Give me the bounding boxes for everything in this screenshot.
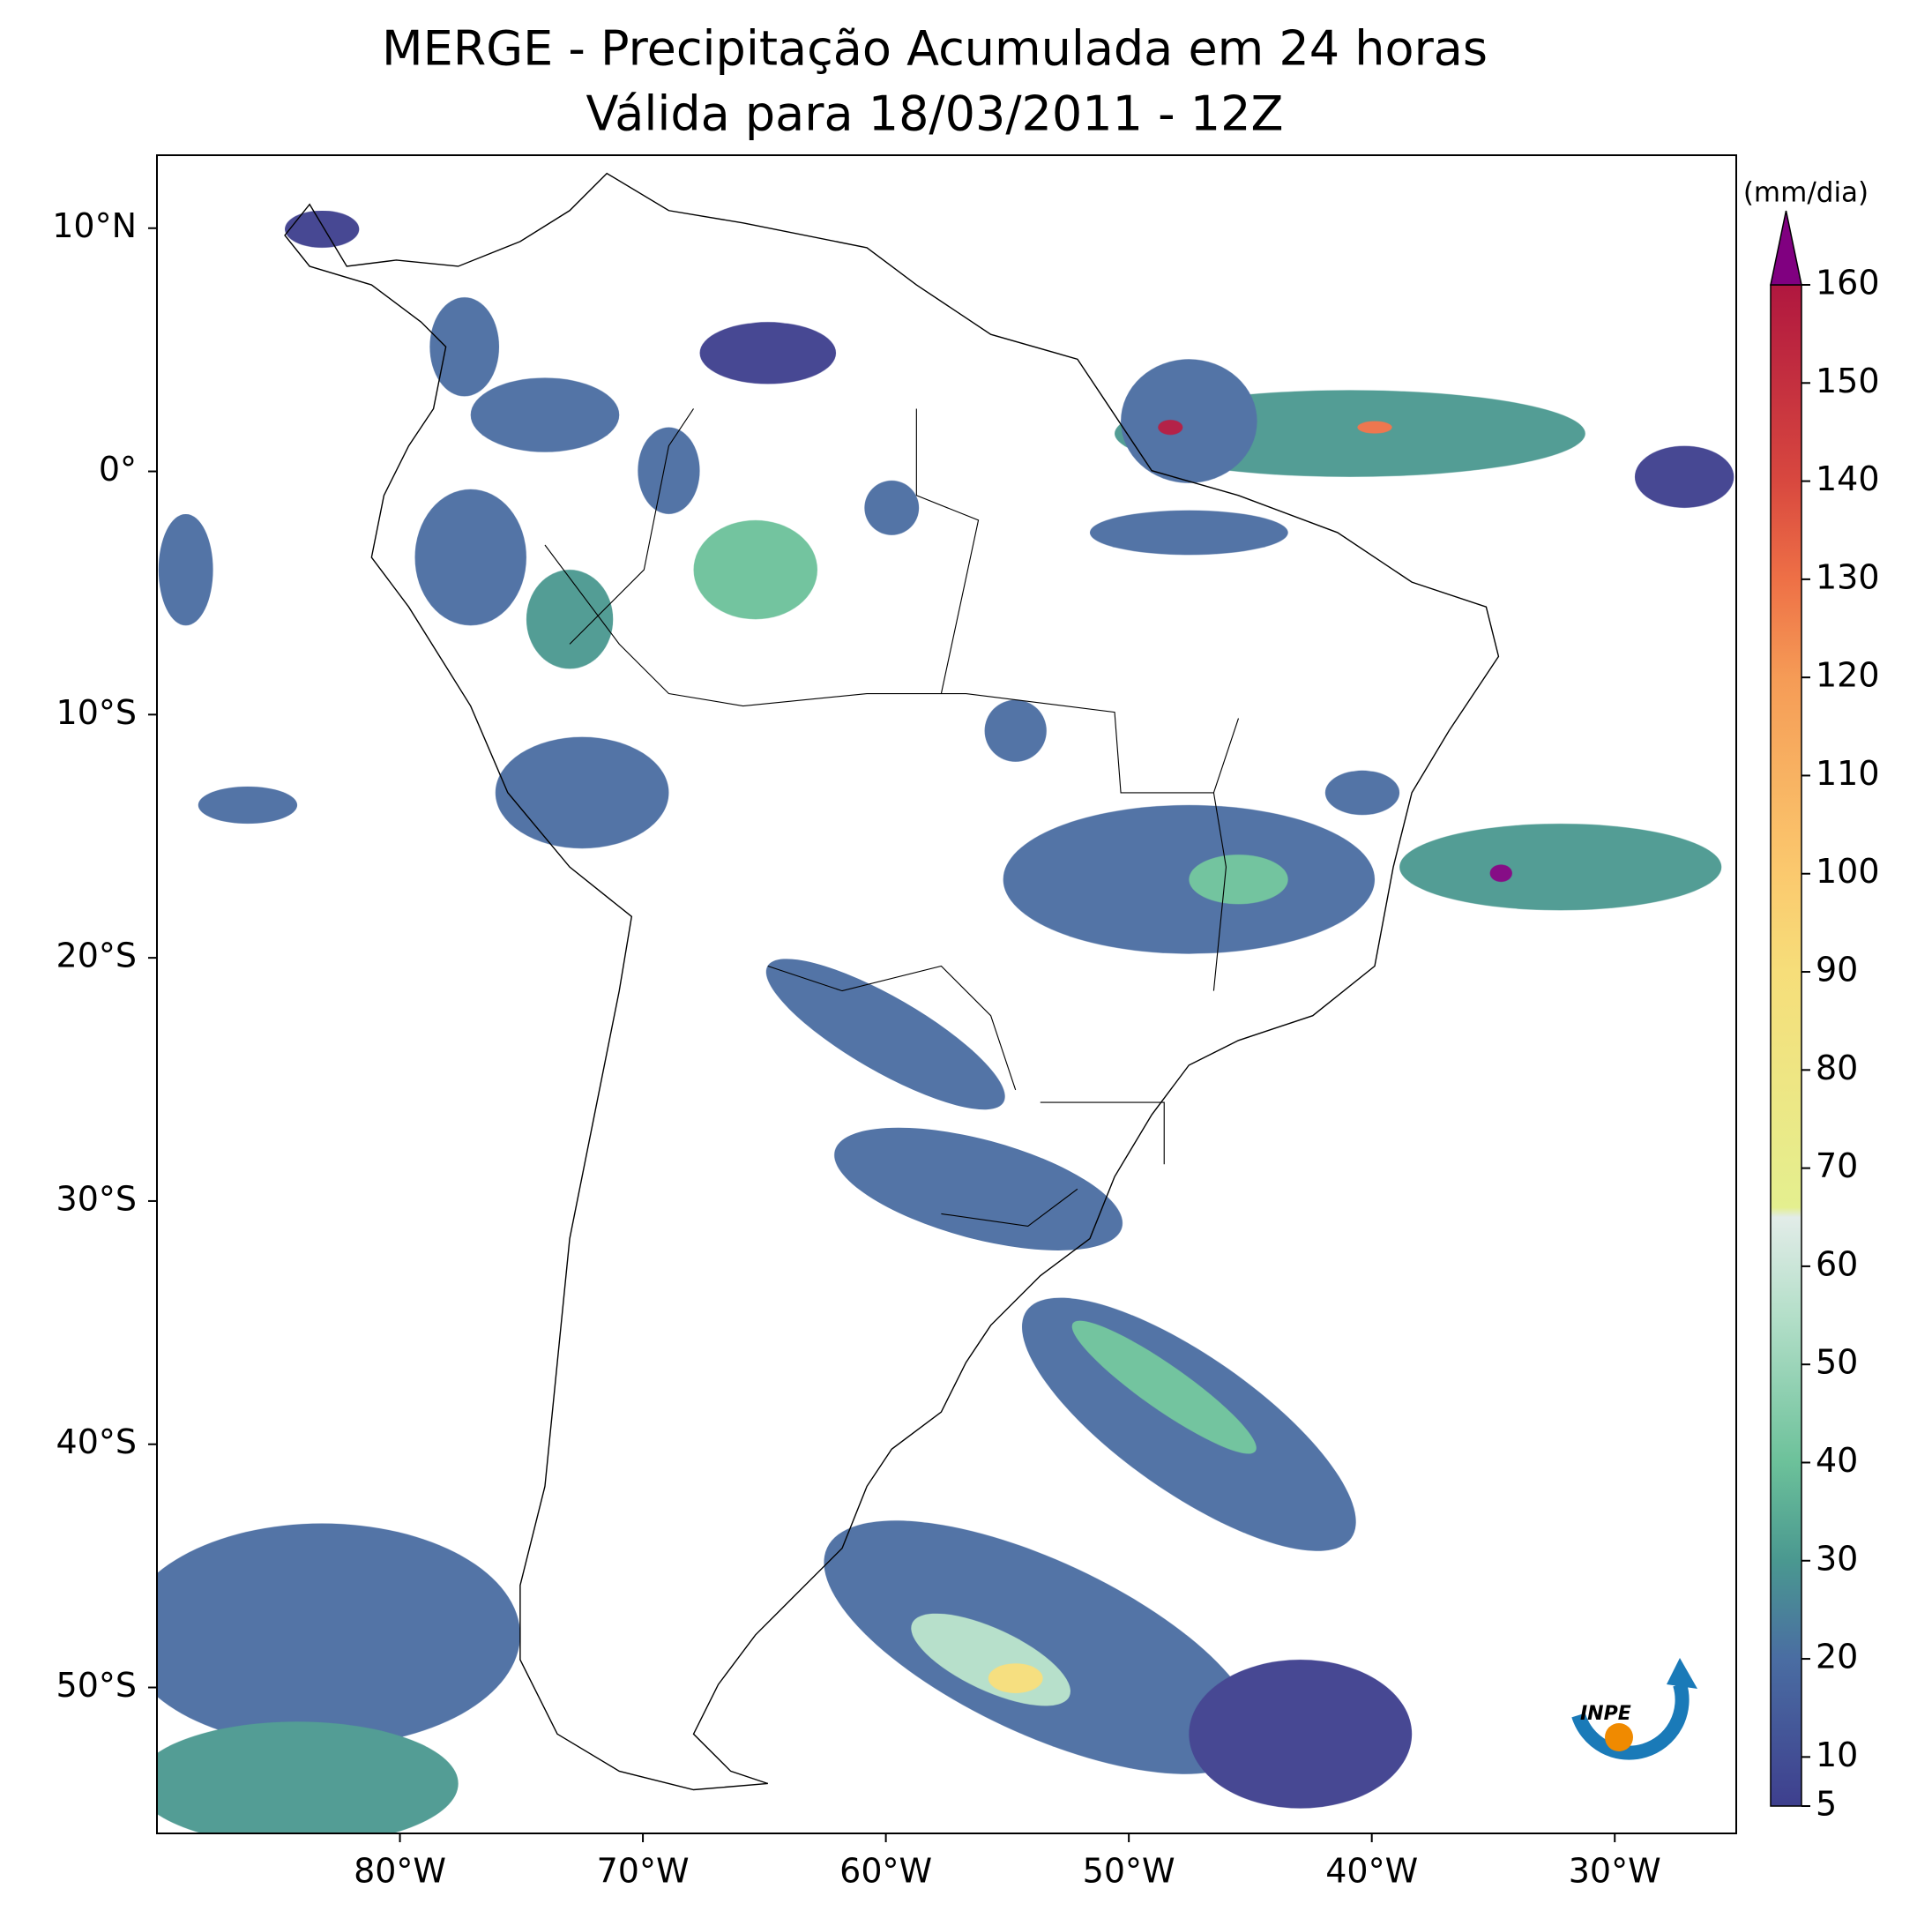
y-tick-label: 10°N <box>52 206 137 245</box>
map-frame <box>156 154 1737 1834</box>
map-area <box>157 155 1736 1833</box>
x-tick-label: 70°W <box>597 1852 690 1891</box>
logo: INPE <box>1571 1658 1697 1760</box>
rain-area <box>834 1127 1123 1250</box>
rain-area <box>864 480 920 535</box>
rain-area <box>526 570 614 669</box>
rain-area <box>198 786 298 824</box>
rain-area <box>988 1663 1043 1693</box>
rain-area <box>699 322 837 384</box>
rain-area <box>984 699 1047 762</box>
coastline <box>284 172 1500 1791</box>
y-tick-label: 20°S <box>56 937 137 975</box>
colorbar-bar <box>1770 284 1802 1807</box>
rain-area <box>1189 855 1288 905</box>
y-tick-label: 40°S <box>56 1422 137 1461</box>
precipitation-field <box>157 210 1734 1833</box>
colorbar-tick-label: 130 <box>1816 557 1880 596</box>
rain-area <box>1324 770 1400 816</box>
rain-area <box>638 427 700 514</box>
colorbar-tick-label: 40 <box>1816 1441 1858 1480</box>
rain-area <box>157 1721 459 1833</box>
y-tick-label: 0° <box>99 450 137 489</box>
rain-area <box>495 736 669 849</box>
borders <box>544 408 1240 1228</box>
logo-sun <box>1605 1723 1633 1751</box>
rain-area <box>824 1520 1257 1774</box>
x-tick-label: 50°W <box>1083 1852 1175 1891</box>
colorbar-tick-label: 50 <box>1816 1343 1858 1382</box>
colorbar: (mm/dia) 5 10 20 30 40 50 60 70 80 90 100 110 120 130… <box>1743 177 1880 1824</box>
rain-area <box>414 489 526 626</box>
colorbar-tick-label: 110 <box>1816 754 1880 793</box>
continent-outline <box>284 172 1500 1791</box>
colorbar-tick-label: 140 <box>1816 459 1880 498</box>
rain-area <box>1357 421 1392 434</box>
y-tick-label: 10°S <box>56 693 137 732</box>
x-tick-label: 80°W <box>354 1852 446 1891</box>
rain-area <box>1089 510 1288 556</box>
axes: 80°W 70°W 60°W 50°W 40°W 30°W 10°N 0° 10°S 20°S 30… <box>52 206 1660 1890</box>
title: MERGE - Precipitação Acumulada em 24 hor… <box>382 21 1488 77</box>
colorbar-tick-label: 60 <box>1816 1244 1858 1283</box>
rain-area <box>429 297 500 397</box>
rain-area <box>157 1523 520 1747</box>
subtitle: Válida para 18/03/2011 - 12Z <box>586 86 1284 142</box>
rain-area <box>1121 359 1257 483</box>
y-tick-label: 50°S <box>56 1666 137 1705</box>
rain-area <box>158 513 213 626</box>
colorbar-tick-label: 150 <box>1816 362 1880 400</box>
colorbar-tick-label: 80 <box>1816 1049 1858 1087</box>
rain-area <box>1071 1320 1257 1454</box>
colorbar-tick-label: 100 <box>1816 852 1880 891</box>
rain-area <box>470 377 620 452</box>
colorbar-tick-label: 5 <box>1816 1785 1837 1824</box>
rain-area <box>765 959 1005 1110</box>
colorbar-extension <box>1770 210 1802 286</box>
rain-area <box>1158 420 1183 435</box>
y-tick-label: 30°S <box>56 1179 137 1218</box>
colorbar-tick-label: 160 <box>1816 264 1880 302</box>
logo-text: INPE <box>1580 1703 1631 1725</box>
x-tick-label: 40°W <box>1325 1852 1418 1891</box>
colorbar-tick-label: 30 <box>1816 1539 1858 1578</box>
logo-arrow <box>1667 1658 1697 1689</box>
rain-area <box>1189 1660 1413 1809</box>
rain-area <box>1489 864 1512 883</box>
colorbar-ticks: 5 10 20 30 40 50 60 70 80 90 100 110 120 130 140 150 160 <box>1801 264 1880 1824</box>
colorbar-tick-label: 10 <box>1816 1736 1858 1774</box>
rain-area <box>285 210 360 248</box>
colorbar-tick-label: 90 <box>1816 951 1858 989</box>
colorbar-tick-label: 120 <box>1816 656 1880 695</box>
rain-area <box>1634 445 1734 508</box>
x-tick-label: 60°W <box>839 1852 932 1891</box>
colorbar-tick-label: 20 <box>1816 1638 1858 1676</box>
rain-area <box>693 519 817 620</box>
x-tick-label: 30°W <box>1569 1852 1661 1891</box>
colorbar-label: (mm/dia) <box>1743 177 1869 209</box>
colorbar-tick-label: 70 <box>1816 1146 1858 1185</box>
logo-arc <box>1571 1682 1690 1760</box>
rain-area <box>1399 823 1722 911</box>
